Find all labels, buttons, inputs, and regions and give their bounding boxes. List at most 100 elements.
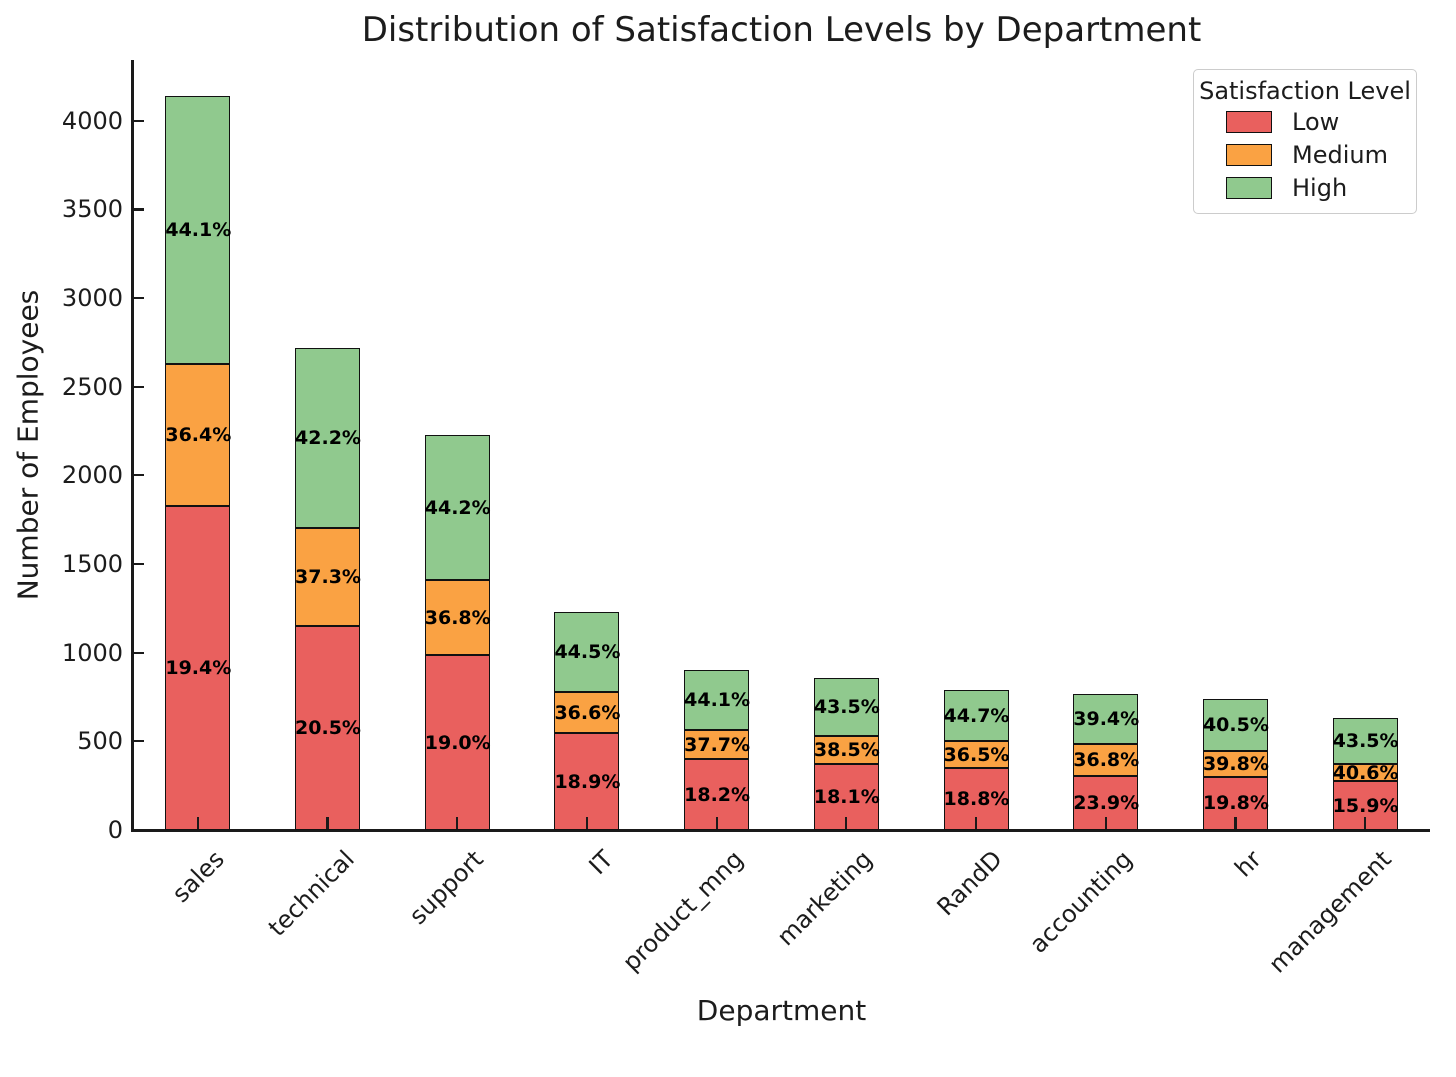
x-tick-mark xyxy=(326,817,329,829)
percent-label: 40.5% xyxy=(1202,713,1269,736)
percent-label: 44.1% xyxy=(165,218,232,241)
y-tick-label: 1000 xyxy=(61,638,123,667)
x-tick-mark xyxy=(1234,817,1237,829)
y-tick-mark xyxy=(133,474,144,477)
y-tick-mark xyxy=(133,562,144,566)
legend-swatch-high-icon xyxy=(1226,176,1272,199)
percent-label: 18.9% xyxy=(554,770,621,793)
y-tick-label: 2500 xyxy=(61,372,123,401)
x-tick-label-marketing: marketing xyxy=(771,845,879,952)
y-tick-mark xyxy=(133,828,144,832)
percent-label: 38.5% xyxy=(813,739,880,762)
y-tick-label: 2000 xyxy=(61,461,123,490)
y-tick-label: 4000 xyxy=(61,106,123,135)
y-tick-label: 1500 xyxy=(61,550,123,579)
percent-label: 36.8% xyxy=(424,606,491,629)
legend-title: Satisfaction Level xyxy=(1199,77,1411,105)
percent-label: 37.3% xyxy=(295,566,361,589)
x-tick-label-product_mng: product_mng xyxy=(616,845,749,977)
bar-segment-high-RandD xyxy=(943,690,1009,742)
legend-item-label: High xyxy=(1292,173,1348,202)
bar-segment-medium-sales xyxy=(165,363,231,507)
bar-segment-medium-marketing xyxy=(813,736,879,764)
x-tick-label-sales: sales xyxy=(166,845,230,909)
x-axis-spine xyxy=(131,829,1430,832)
x-axis-title: Department xyxy=(696,994,867,1027)
x-tick-mark xyxy=(1364,817,1367,829)
percent-label: 19.0% xyxy=(424,731,491,754)
y-tick-mark xyxy=(133,297,144,300)
percent-label: 18.1% xyxy=(813,785,880,808)
x-tick-mark xyxy=(715,817,718,829)
x-tick-label-technical: technical xyxy=(262,845,360,942)
y-tick-mark xyxy=(133,385,144,388)
bar-segment-medium-accounting xyxy=(1073,743,1139,777)
percent-label: 19.8% xyxy=(1202,792,1269,815)
x-tick-label-management: management xyxy=(1263,845,1397,979)
bar-segment-medium-management xyxy=(1332,763,1398,782)
percent-label: 36.8% xyxy=(1073,749,1140,772)
percent-label: 44.2% xyxy=(424,496,491,519)
percent-label: 44.7% xyxy=(943,704,1010,727)
legend-item-low: Low xyxy=(1226,105,1416,138)
bar-segment-medium-IT xyxy=(554,692,620,734)
legend-item-high: High xyxy=(1226,171,1416,204)
x-tick-label-IT: IT xyxy=(583,845,619,881)
bar-segment-high-support xyxy=(424,434,490,581)
bar-segment-low-support xyxy=(424,655,490,830)
percent-label: 18.8% xyxy=(943,787,1010,810)
x-tick-mark xyxy=(196,817,199,829)
x-tick-mark xyxy=(456,817,459,829)
y-tick-label: 3500 xyxy=(61,195,123,224)
y-tick-mark xyxy=(133,740,144,743)
bar-segment-high-hr xyxy=(1202,698,1268,751)
y-axis-spine xyxy=(131,60,134,832)
bar-segment-medium-product_mng xyxy=(684,730,750,760)
legend-item-label: Low xyxy=(1292,107,1340,136)
percent-label: 37.7% xyxy=(684,733,751,756)
x-tick-label-hr: hr xyxy=(1229,845,1268,883)
percent-label: 36.6% xyxy=(554,701,621,724)
percent-label: 23.9% xyxy=(1073,792,1140,815)
bar-segment-medium-support xyxy=(424,580,490,656)
y-tick-label: 500 xyxy=(77,727,123,756)
percent-label: 44.1% xyxy=(684,689,751,712)
percent-label: 36.4% xyxy=(165,424,232,447)
chart-title: Distribution of Satisfaction Levels by D… xyxy=(361,10,1202,50)
legend-swatch-medium-icon xyxy=(1226,143,1272,166)
x-tick-label-RandD: RandD xyxy=(931,845,1008,922)
legend-item-medium: Medium xyxy=(1226,138,1416,171)
y-tick-mark xyxy=(133,208,144,211)
x-tick-mark xyxy=(974,817,978,829)
percent-label: 43.5% xyxy=(1332,729,1399,752)
percent-label: 39.8% xyxy=(1202,752,1269,775)
x-tick-mark xyxy=(1104,817,1107,829)
y-tick-mark xyxy=(133,119,144,122)
x-tick-label-accounting: accounting xyxy=(1023,845,1138,959)
legend-swatch-low-icon xyxy=(1226,110,1272,133)
legend-item-label: Medium xyxy=(1292,140,1388,169)
percent-label: 43.5% xyxy=(813,696,880,719)
legend: Satisfaction Level Low Medium High xyxy=(1193,69,1417,214)
percent-label: 40.6% xyxy=(1332,761,1399,784)
percent-label: 20.5% xyxy=(295,717,361,740)
bar-segment-low-IT xyxy=(554,733,620,830)
y-tick-label: 0 xyxy=(107,816,123,844)
figure: Distribution of Satisfaction Levels by D… xyxy=(11,10,1430,1027)
percent-label: 39.4% xyxy=(1073,707,1140,730)
y-tick-mark xyxy=(133,651,144,654)
x-tick-mark xyxy=(585,817,589,829)
x-tick-label-support: support xyxy=(404,845,490,930)
y-tick-label: 3000 xyxy=(61,284,123,313)
bar-segment-medium-RandD xyxy=(943,741,1009,768)
percent-label: 42.2% xyxy=(295,426,361,449)
plot-area: 0 500 1000 1500 2000 2500 3000 3500 4000 19.4% 36.… xyxy=(61,60,1430,978)
bar-segment-high-sales xyxy=(165,95,231,364)
bar-segment-low-sales xyxy=(165,506,231,830)
bar-segment-medium-hr xyxy=(1202,750,1268,777)
percent-label: 15.9% xyxy=(1332,794,1399,817)
bar-segment-high-technical xyxy=(295,347,361,528)
bar-segment-high-marketing xyxy=(813,677,879,737)
bar-segment-high-product_mng xyxy=(684,670,750,731)
percent-label: 36.5% xyxy=(943,743,1010,766)
